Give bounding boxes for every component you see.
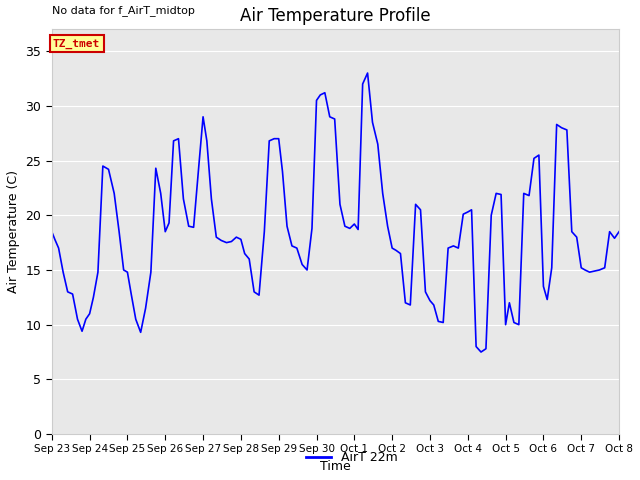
Text: TZ_tmet: TZ_tmet — [53, 39, 100, 49]
Y-axis label: Air Temperature (C): Air Temperature (C) — [7, 170, 20, 293]
Title: Air Temperature Profile: Air Temperature Profile — [240, 7, 431, 25]
X-axis label: Time: Time — [320, 460, 351, 473]
Legend: AirT 22m: AirT 22m — [301, 446, 403, 469]
Text: No data for f_AirT_midtop: No data for f_AirT_midtop — [52, 5, 195, 16]
